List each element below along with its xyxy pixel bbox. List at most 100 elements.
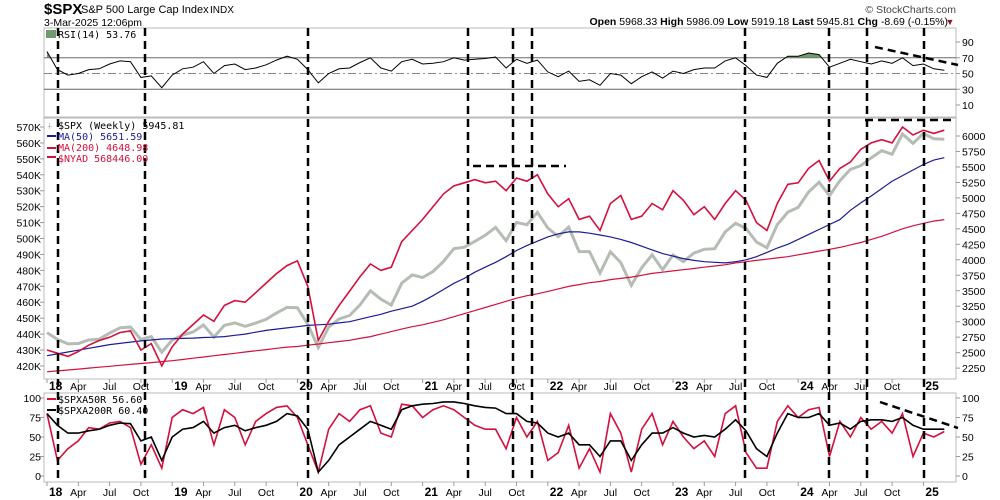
x-axis-month-label: Oct: [258, 487, 274, 499]
price-tick-label: 6000: [962, 131, 986, 143]
quote-line: Open 5968.33 High 5986.09 Low 5919.18 La…: [590, 16, 948, 28]
ma200-legend: MA(200) 4648.98: [58, 143, 148, 154]
nyad-tick-label: 480K: [16, 265, 41, 277]
rsi-panel: [43, 27, 957, 118]
price-legend-icon: ⍭: [47, 121, 52, 131]
x-axis-month-label: Apr: [821, 487, 838, 499]
x-axis-year-label: 25: [925, 379, 939, 393]
price-tick-label: 3750: [962, 270, 986, 282]
chg-value: -8.69 (-0.15%): [881, 16, 948, 28]
x-axis-month-label: Oct: [508, 381, 524, 393]
price-tick-label: 2750: [962, 332, 986, 344]
symbol: $SPX: [44, 1, 82, 18]
nyad-tick-label: 570K: [16, 122, 41, 134]
spx-legend: $SPX (Weekly) 5945.81: [58, 121, 184, 132]
ma50-line: [46, 157, 945, 357]
breadth-tick-label-right: 75: [962, 413, 974, 425]
x-axis-year-label: 19: [174, 485, 188, 499]
chg-label: Chg: [858, 16, 878, 28]
down-arrow-icon: ▼: [946, 17, 955, 27]
breadth-tick-label-right: 25: [962, 452, 974, 464]
nyad-tick-label: 470K: [16, 281, 41, 293]
x-axis-month-label: Apr: [446, 381, 463, 393]
price-tick-label: 5750: [962, 146, 986, 158]
rsi-legend: RSI(14) 53.76: [58, 30, 136, 41]
x-axis-month-label: Oct: [383, 487, 399, 499]
x-axis-month-label: Apr: [321, 487, 338, 499]
x-axis-month-label: Jul: [729, 381, 742, 393]
x-axis-month-label: Apr: [821, 381, 838, 393]
nyad-tick-label: 500K: [16, 234, 41, 246]
x-axis-month-label: Oct: [884, 381, 900, 393]
x-axis-month-label: Oct: [759, 381, 775, 393]
x-axis-year-label: 24: [800, 379, 814, 393]
x-axis-month-label: Oct: [258, 381, 274, 393]
x-axis-year-label: 20: [299, 485, 313, 499]
x-axis-month-label: Jul: [604, 381, 617, 393]
x-axis-year-label: 22: [550, 379, 564, 393]
rsi-tick-label: 90: [962, 37, 974, 49]
rsi-legend-icon: [46, 30, 56, 38]
rsi-trendline: [874, 45, 959, 67]
x-axis-month-label: Oct: [508, 487, 524, 499]
rsi-tick-label: 70: [962, 53, 974, 65]
breadth-tick-label-left: 0: [35, 471, 41, 483]
x-axis-year-label: 23: [675, 379, 689, 393]
x-axis-month-label: Apr: [571, 487, 588, 499]
x-axis-month-label: Oct: [634, 487, 650, 499]
breadth-tick-label-left: 75: [29, 413, 41, 425]
x-axis-month-label: Apr: [696, 487, 713, 499]
breadth-tick-label-right: 100: [962, 393, 980, 405]
spx-legend-value: 5945.81: [142, 121, 184, 132]
rsi-line: [46, 51, 945, 89]
x-axis-month-label: Jul: [478, 487, 491, 499]
x-axis-year-label: 21: [425, 485, 439, 499]
nyad-tick-label: 540K: [16, 170, 41, 182]
x-axis-month-label: Oct: [634, 381, 650, 393]
nyad-tick-label: 550K: [16, 154, 41, 166]
x-axis-month-label: Apr: [321, 381, 338, 393]
x-axis-month-label: Jul: [228, 381, 241, 393]
nyad-tick-label: 430K: [16, 345, 41, 357]
x-axis-month-label: Apr: [195, 381, 212, 393]
spx-price-bars: [46, 131, 945, 355]
price-tick-label: 4500: [962, 224, 986, 236]
x-axis-month-label: Apr: [195, 487, 212, 499]
x-axis-year-label: 22: [550, 485, 564, 499]
price-tick-label: 2250: [962, 363, 986, 375]
nyad-tick-label: 520K: [16, 202, 41, 214]
open-value: 5968.33: [619, 16, 657, 28]
datetime: 3-Mar-2025 12:06pm: [44, 17, 142, 29]
x-axis-month-label: Oct: [383, 381, 399, 393]
ma50-legend: MA(50) 5651.59: [58, 132, 142, 143]
x-axis-month-label: Oct: [133, 487, 149, 499]
low-label: Low: [727, 16, 749, 28]
breadth-tick-label-left: 25: [29, 452, 41, 464]
nyad-tick-label: 420K: [16, 361, 41, 373]
price-tick-label: 2500: [962, 348, 986, 360]
open-label: Open: [590, 16, 617, 28]
nyad-tick-label: 530K: [16, 186, 41, 198]
x-axis-month-label: Jul: [353, 381, 366, 393]
nyad-line: [46, 125, 945, 368]
price-tick-label: 3500: [962, 286, 986, 298]
price-tick-label: 5000: [962, 193, 986, 205]
ma200-line: [46, 219, 945, 373]
x-axis-year-label: 20: [299, 379, 313, 393]
spx-legend-label: $SPX (Weekly): [58, 121, 136, 132]
price-tick-label: 3000: [962, 317, 986, 329]
nyad-tick-label: 440K: [16, 329, 41, 341]
rsi-tick-label: 30: [962, 84, 974, 96]
nyad-tick-label: 450K: [16, 313, 41, 325]
price-tick-label: 4000: [962, 255, 986, 267]
exchange: INDX: [210, 5, 234, 16]
breadth-tick-label-right: 50: [962, 432, 974, 444]
breadth-tick-label-left: 100: [23, 393, 41, 405]
price-tick-label: 5500: [962, 162, 986, 174]
high-label: High: [660, 16, 683, 28]
a200r-legend: $SPXA200R 60.40: [58, 406, 148, 417]
nyad-tick-label: 490K: [16, 249, 41, 261]
price-tick-label: 5250: [962, 177, 986, 189]
annotation-vertical-lines: [56, 28, 926, 482]
price-panel: [43, 117, 957, 380]
